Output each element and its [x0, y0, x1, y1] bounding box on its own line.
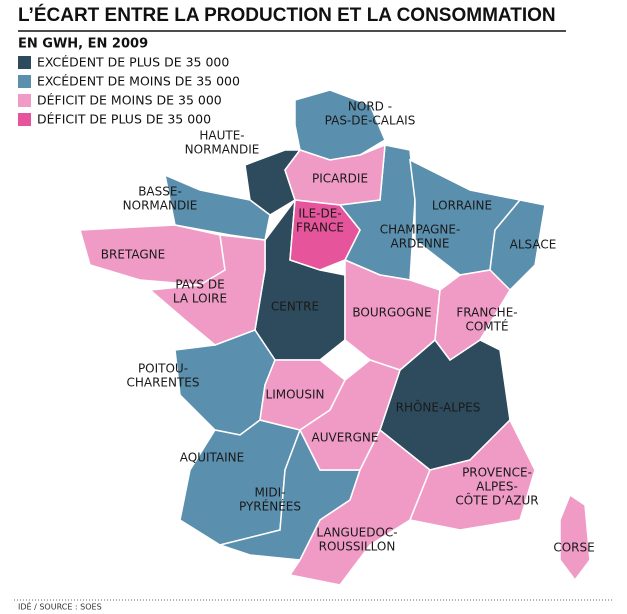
region-label: BRETAGNE	[101, 248, 165, 262]
legend-label: EXCÉDENT DE MOINS DE 35 000	[37, 74, 240, 89]
region-label: PAYS DE	[175, 278, 224, 292]
region-label: LIMOUSIN	[266, 388, 325, 402]
region-label: FRANCHE-	[456, 306, 517, 320]
region-label: LORRAINE	[432, 199, 492, 213]
legend-label: DÉFICIT DE PLUS DE 35 000	[37, 112, 211, 127]
region-label: NORMANDIE	[185, 143, 260, 157]
region-label: PYRÉNÉES	[239, 499, 301, 514]
region	[284, 143, 386, 206]
legend-swatch	[18, 94, 31, 107]
regions	[79, 89, 591, 586]
legend-swatch	[18, 113, 31, 126]
region-label: AQUITAINE	[180, 451, 244, 465]
region-label: ROUSSILLON	[319, 540, 396, 554]
region-label: NORMANDIE	[123, 199, 198, 213]
region-label: HAUTE-	[199, 129, 244, 143]
region-label: BOURGOGNE	[352, 306, 431, 320]
region-label: PROVENCE-	[462, 466, 532, 480]
region-label: ILE-DE-	[298, 207, 341, 221]
title: L’ÉCART ENTRE LA PRODUCTION ET LA CONSOM…	[18, 4, 556, 26]
region-label: CÔTE D’AZUR	[455, 493, 538, 508]
legend-label: EXCÉDENT DE PLUS DE 35 000	[37, 55, 229, 70]
region-label: NORD -	[348, 100, 392, 114]
region-label: COMTÉ	[465, 319, 508, 334]
region-label: MIDI-	[254, 486, 285, 500]
region-label: AUVERGNE	[312, 431, 379, 445]
region-label: CHARENTES	[126, 376, 199, 390]
source: IDÉ / SOURCE : SOES	[18, 601, 102, 612]
region-label: ALSACE	[510, 238, 557, 252]
legend-swatch	[18, 56, 31, 69]
region-label: LA LOIRE	[173, 292, 227, 306]
region	[408, 418, 536, 531]
region-label: ALPES-	[476, 480, 518, 494]
region	[148, 234, 266, 346]
region-label: LANGUEDOC-	[316, 526, 397, 540]
region-label: BASSE-	[138, 185, 182, 199]
region	[559, 493, 591, 582]
region-label: CORSE	[553, 541, 594, 555]
region-label: POITOU-	[138, 362, 188, 376]
region-label: FRANCE	[296, 221, 344, 235]
region-label: CENTRE	[271, 300, 319, 314]
region-label: PAS-DE-CALAIS	[325, 114, 416, 128]
region-label: PICARDIE	[312, 172, 368, 186]
region-label: CHAMPAGNE-	[380, 223, 461, 237]
legend-swatch	[18, 75, 31, 88]
legend-label: DÉFICIT DE MOINS DE 35 000	[37, 93, 222, 108]
legend: EXCÉDENT DE PLUS DE 35 000 EXCÉDENT DE MO…	[18, 55, 240, 127]
region-label: RHÔNE-ALPES	[396, 400, 481, 415]
region	[289, 199, 361, 271]
region-label: ARDENNE	[391, 237, 450, 251]
region	[434, 269, 511, 362]
subtitle: EN GWH, EN 2009	[18, 37, 148, 52]
